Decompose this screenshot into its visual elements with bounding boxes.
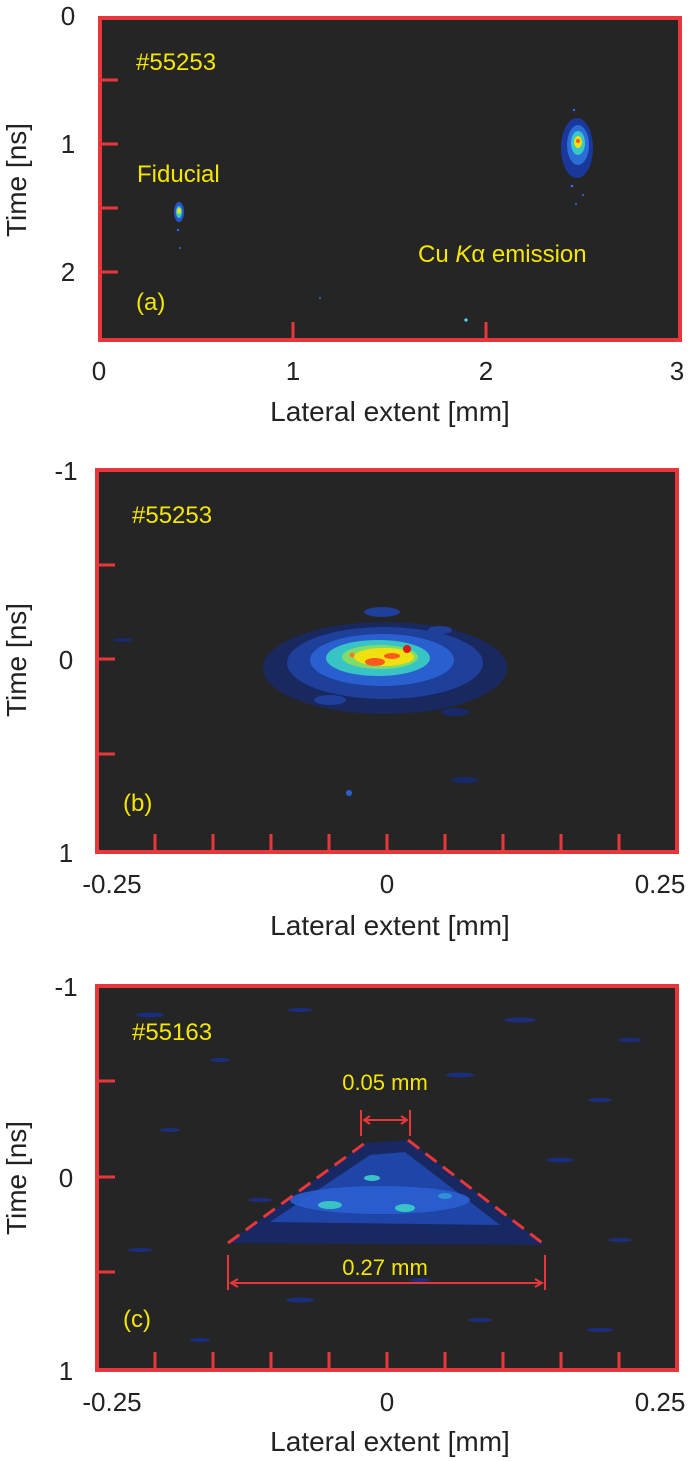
panel-c-measurement-lines (227, 1110, 546, 1290)
panel-a-label: (a) (136, 289, 165, 316)
panel-b-emission-blob (263, 607, 507, 716)
panel-c-label: (c) (123, 1306, 151, 1333)
panel-b-label: (b) (123, 790, 152, 817)
panel-a-stray-dot (319, 297, 321, 299)
panel-a-fiducial-label: Fiducial (137, 161, 220, 188)
panel-c-x-axis-title: Lateral extent [mm] (270, 1426, 510, 1457)
panel-c-y-axis-title: Time [ns] (1, 1121, 32, 1235)
panel-a: #55253 Fiducial Cu Kα emission (a) 0 1 2… (1, 1, 684, 427)
panel-c-shot-label: #55163 (132, 1019, 212, 1046)
panel-a-y-axis-title: Time [ns] (1, 123, 32, 237)
panel-a-y-tick-1: 1 (61, 129, 75, 159)
panel-b-stray-dot (451, 777, 479, 783)
panel-b-ticks (97, 563, 621, 852)
panel-c-x-tick-0: -0.25 (82, 1387, 141, 1417)
panel-a-emission-label: Cu Kα emission (418, 241, 587, 268)
panel-a-x-tick-2: 2 (479, 356, 493, 386)
panel-b-y-tick-0: -1 (54, 456, 77, 486)
panel-a-emission-label-suffix: α emission (471, 241, 586, 268)
panel-a-image-area (100, 18, 680, 340)
panel-b-x-axis-title: Lateral extent [mm] (270, 910, 510, 941)
panel-b-y-tick-1: 0 (59, 645, 73, 675)
panel-b-x-tick-1: 0 (380, 869, 394, 899)
panel-c: 0.05 mm 0.27 mm #55163 (c) -1 0 1 -0.25 … (1, 972, 685, 1457)
panel-b-x-tick-0: -0.25 (82, 869, 141, 899)
panel-c-emission-region (228, 1140, 545, 1245)
panel-c-x-tick-2: 0.25 (635, 1387, 686, 1417)
panel-c-x-tick-1: 0 (380, 1387, 394, 1417)
panel-a-x-tick-0: 0 (92, 356, 106, 386)
panel-a-emission-label-prefix: Cu (418, 241, 455, 268)
panel-a-shot-label: #55253 (136, 49, 216, 76)
panel-c-noise (128, 1008, 642, 1342)
panel-b-shot-label: #55253 (132, 502, 212, 529)
panel-b-x-tick-2: 0.25 (635, 869, 686, 899)
panel-a-frame (98, 16, 682, 342)
panel-c-y-tick-2: 1 (59, 1356, 73, 1386)
panel-c-ticks (97, 1079, 621, 1370)
panel-b-y-tick-2: 1 (59, 838, 73, 868)
panel-a-x-axis-title: Lateral extent [mm] (270, 396, 510, 427)
panel-a-x-tick-1: 1 (286, 356, 300, 386)
panel-c-top-width-label: 0.05 mm (342, 1070, 428, 1095)
panel-c-y-tick-1: 0 (59, 1163, 73, 1193)
panel-b-y-axis-title: Time [ns] (1, 603, 32, 717)
panel-b: #55253 (b) -1 0 1 -0.25 0 0.25 Lateral e… (1, 456, 685, 941)
panel-a-y-tick-0: 0 (61, 1, 75, 31)
panel-a-emission-label-italic: K (455, 241, 472, 268)
panel-a-ticks (100, 78, 488, 340)
panel-a-stray-dot (464, 318, 468, 322)
panel-b-stray-dot (113, 638, 133, 642)
panel-a-fiducial-spot (174, 202, 184, 249)
panel-a-emission-spot (561, 108, 593, 205)
panel-a-x-tick-3: 3 (670, 356, 684, 386)
panel-a-y-tick-2: 2 (61, 257, 75, 287)
panel-c-bottom-width-label: 0.27 mm (342, 1255, 428, 1280)
panel-b-stray-dot (346, 790, 352, 796)
panel-c-y-tick-0: -1 (54, 972, 77, 1002)
